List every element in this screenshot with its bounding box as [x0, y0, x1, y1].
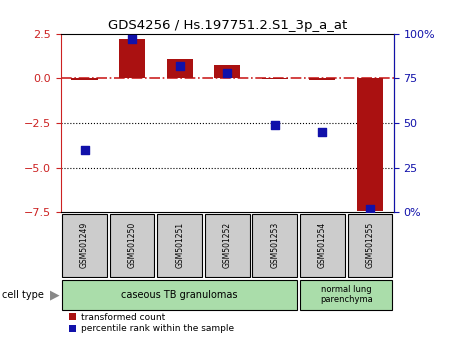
Bar: [347, 215, 392, 276]
Bar: [252, 215, 297, 276]
Bar: [357, 78, 383, 211]
Text: ▶: ▶: [50, 288, 59, 301]
Title: GDS4256 / Hs.197751.2.S1_3p_a_at: GDS4256 / Hs.197751.2.S1_3p_a_at: [108, 19, 347, 33]
Text: GSM501253: GSM501253: [270, 222, 279, 268]
Point: [319, 129, 326, 135]
Text: cell type: cell type: [2, 290, 44, 300]
Text: GSM501249: GSM501249: [80, 222, 89, 268]
Bar: [309, 78, 335, 80]
Bar: [166, 59, 193, 78]
Bar: [119, 39, 145, 78]
Point: [366, 206, 373, 212]
Point: [176, 63, 183, 69]
Text: GSM501254: GSM501254: [318, 222, 327, 268]
Text: normal lung
parenchyma: normal lung parenchyma: [320, 285, 373, 304]
Bar: [62, 215, 107, 276]
Point: [129, 36, 136, 42]
Bar: [72, 78, 98, 80]
Point: [81, 147, 88, 153]
Bar: [158, 215, 202, 276]
Bar: [205, 215, 250, 276]
Legend: transformed count, percentile rank within the sample: transformed count, percentile rank withi…: [65, 309, 237, 337]
Point: [271, 122, 279, 128]
Bar: [262, 78, 288, 79]
Text: GSM501251: GSM501251: [175, 222, 184, 268]
Bar: [62, 280, 297, 310]
Bar: [110, 215, 154, 276]
Text: GSM501252: GSM501252: [223, 222, 232, 268]
Text: caseous TB granulomas: caseous TB granulomas: [122, 290, 238, 300]
Bar: [300, 280, 392, 310]
Text: GSM501255: GSM501255: [365, 222, 374, 268]
Bar: [214, 65, 240, 78]
Bar: [300, 215, 345, 276]
Text: GSM501250: GSM501250: [128, 222, 137, 268]
Point: [224, 70, 231, 76]
